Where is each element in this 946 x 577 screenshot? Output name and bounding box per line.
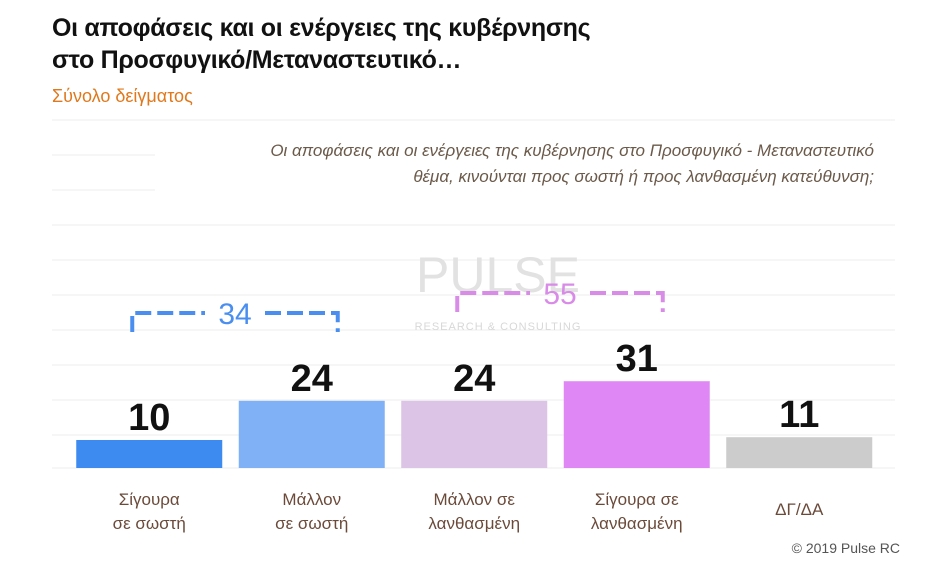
category-label: Σίγουρα σε λανθασμένη [590,490,683,533]
question: Οι αποφάσεις και οι ενέργειες της κυβέρν… [270,141,874,186]
bracket-label: 55 [543,278,576,311]
bracket [130,311,340,332]
value-label: 24 [291,358,333,400]
category-label: Μάλλον σε λανθασμένη [428,490,521,533]
watermark-sub: RESEARCH & CONSULTING [415,321,582,333]
bar [726,437,873,468]
bar [238,400,385,468]
category-label: Σίγουρα σε σωστή [112,490,186,533]
bar [401,400,548,468]
bracket-label: 34 [218,298,251,331]
subtitle: Σύνολο δείγματος [52,86,193,106]
value-label: 10 [128,397,170,439]
value-label: 31 [616,338,658,380]
category-label: Μάλλον σε σωστή [275,490,349,533]
bar [76,440,223,468]
chart-title: Οι αποφάσεις και οι ενέργειες της κυβέρν… [52,14,591,74]
value-label: 11 [779,394,819,436]
value-label: 24 [453,358,495,400]
bar [563,381,710,468]
bracket [455,291,665,312]
category-label: ΔΓ/ΔΑ [775,500,824,519]
source: © 2019 Pulse RC [791,540,900,556]
